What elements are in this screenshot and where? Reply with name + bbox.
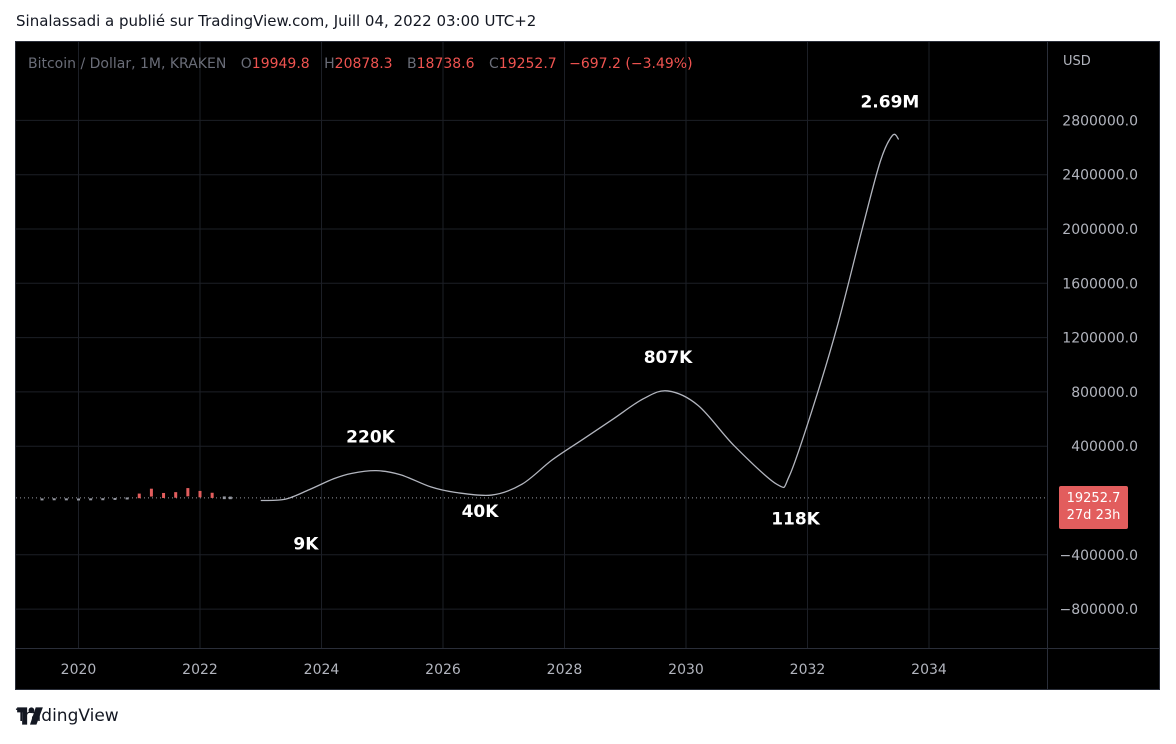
annotation-label: 118K xyxy=(771,509,820,529)
y-tick-label: 2400000.0 xyxy=(1062,168,1138,184)
annotation-label: 2.69M xyxy=(860,92,919,112)
current-price-label: 19252.7 xyxy=(1066,491,1121,506)
y-tick-label: 400000.0 xyxy=(1071,439,1138,455)
low-key: B xyxy=(407,56,417,72)
candle-mark xyxy=(228,496,232,500)
candle-mark xyxy=(101,498,105,501)
change-value: −697.2 (−3.49%) xyxy=(569,56,693,72)
y-tick-label: 800000.0 xyxy=(1071,385,1138,401)
candle-mark xyxy=(52,498,56,501)
x-tick-label: 2034 xyxy=(911,662,947,678)
candle-mark xyxy=(210,492,214,498)
high-key: H xyxy=(324,56,335,72)
candle-mark xyxy=(89,498,93,501)
candle-mark xyxy=(162,492,166,498)
close-key: C xyxy=(489,56,499,72)
y-tick-label: 2000000.0 xyxy=(1062,222,1138,238)
candle-mark xyxy=(174,492,178,498)
candle-mark xyxy=(64,498,68,501)
price-chart[interactable]: 2020 2022 2024 2026 2028 2030 2032 2034 −800000.… xyxy=(16,42,1159,689)
x-tick-label: 2028 xyxy=(547,662,583,678)
bar-countdown-label: 27d 23h xyxy=(1066,508,1121,523)
candle-mark xyxy=(137,493,141,499)
x-tick-label: 2020 xyxy=(61,662,97,678)
x-tick-label: 2032 xyxy=(790,662,826,678)
publish-header: Sinalassadi a publié sur TradingView.com… xyxy=(16,12,537,30)
candle-mark xyxy=(113,497,117,500)
y-tick-label: −400000.0 xyxy=(1059,548,1138,564)
x-tick-label: 2024 xyxy=(304,662,340,678)
symbol-label: Bitcoin / Dollar, 1M, KRAKEN xyxy=(28,56,227,72)
annotation-label: 807K xyxy=(644,348,693,368)
y-tick-label: −800000.0 xyxy=(1059,602,1138,618)
candle-mark xyxy=(186,488,190,497)
y-tick-label: 1200000.0 xyxy=(1062,331,1138,347)
candle-mark xyxy=(198,490,202,498)
annotation-label: 220K xyxy=(346,428,395,448)
tradingview-logo-icon xyxy=(17,707,43,725)
footer-brand[interactable]: TradingView xyxy=(16,706,119,726)
x-tick-label: 2026 xyxy=(425,662,461,678)
candle-mark xyxy=(77,498,80,501)
brand-name: TradingView xyxy=(16,706,119,726)
annotation-label: 40K xyxy=(462,502,500,522)
chart-frame[interactable]: 2020 2022 2024 2026 2028 2030 2032 2034 −800000.… xyxy=(15,41,1160,690)
current-price-tag: 19252.7 27d 23h xyxy=(1059,486,1128,529)
low-value: 18738.6 xyxy=(416,56,475,72)
x-tick-label: 2022 xyxy=(182,662,218,678)
annotation-label: 9K xyxy=(293,534,319,554)
open-key: O xyxy=(240,56,252,72)
candle-mark xyxy=(149,488,153,497)
y-tick-label: 2800000.0 xyxy=(1062,113,1138,129)
open-value: 19949.8 xyxy=(251,56,310,72)
currency-label: USD xyxy=(1063,54,1091,69)
candle-mark xyxy=(125,497,129,500)
y-tick-label: 1600000.0 xyxy=(1062,276,1138,292)
x-tick-label: 2030 xyxy=(668,662,704,678)
high-value: 20878.3 xyxy=(334,56,393,72)
ohlc-legend: Bitcoin / Dollar, 1M, KRAKEN O19949.8 H2… xyxy=(28,56,693,72)
projection-line[interactable] xyxy=(260,133,900,502)
candle-mark xyxy=(40,498,44,501)
close-value: 19252.7 xyxy=(498,56,557,72)
candle-mark xyxy=(222,496,226,500)
